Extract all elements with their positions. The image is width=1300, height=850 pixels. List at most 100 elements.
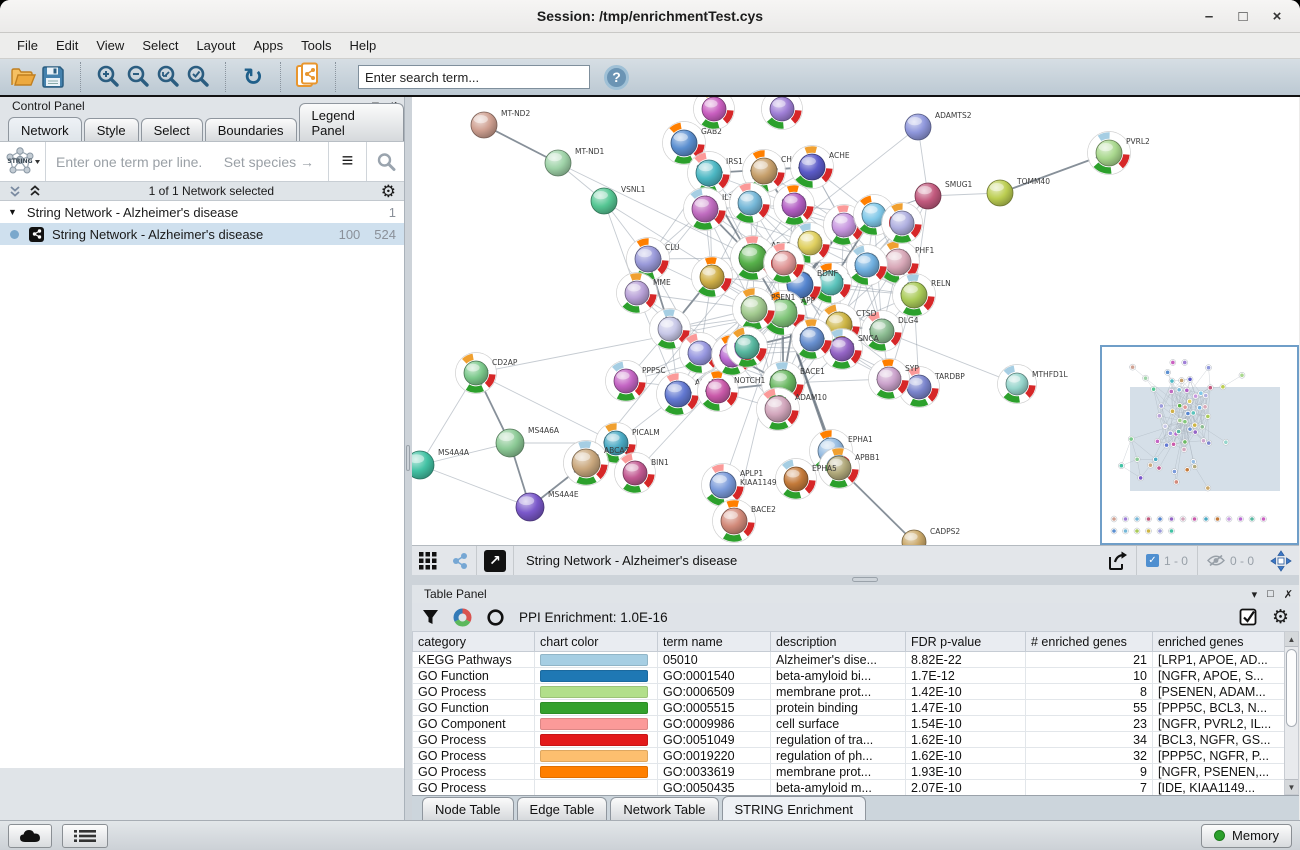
network-node-notch1[interactable]: NOTCH1: [697, 370, 766, 412]
string-options-button[interactable]: ≡: [328, 142, 366, 181]
network-node-cadps2[interactable]: CADPS2: [901, 527, 960, 545]
network-node-adam10[interactable]: ADAM10: [756, 387, 828, 431]
close-button[interactable]: ×: [1272, 8, 1282, 25]
network-node-unlabeled[interactable]: [881, 202, 923, 244]
tab-boundaries[interactable]: Boundaries: [204, 118, 297, 141]
column-header-description[interactable]: description: [770, 631, 906, 652]
filter-icon[interactable]: [422, 609, 439, 626]
network-share-icon[interactable]: [293, 62, 323, 91]
network-node-mthfd1l[interactable]: MTHFD1L: [997, 364, 1069, 404]
tab-select[interactable]: Select: [140, 118, 203, 141]
network-node-gfap[interactable]: GFAP: [810, 262, 867, 304]
column-header-fdr-p-value[interactable]: FDR p-value: [905, 631, 1026, 652]
vertical-splitter[interactable]: [405, 97, 412, 820]
expand-all-icon[interactable]: [28, 184, 42, 198]
network-node-bin1[interactable]: BIN1: [614, 452, 669, 494]
network-node-clu[interactable]: CLU: [626, 237, 680, 281]
network-node-unlabeled[interactable]: [726, 326, 768, 368]
open-session-icon[interactable]: [8, 63, 38, 91]
tree-expand-icon[interactable]: ▼: [8, 207, 17, 217]
tab-network[interactable]: Network: [8, 117, 82, 141]
network-node-unlabeled[interactable]: [729, 182, 771, 224]
export-network-icon[interactable]: [1100, 546, 1136, 576]
network-node-apbb1[interactable]: APBB1: [818, 447, 880, 489]
network-node-ms4a4e[interactable]: MS4A4E: [515, 490, 579, 522]
table-tab-string-enrichment[interactable]: STRING Enrichment: [721, 796, 866, 820]
network-gear-icon[interactable]: ⚙: [380, 181, 396, 201]
network-node-ms4a4a[interactable]: MS4A4A: [412, 448, 470, 480]
network-node-reln[interactable]: RELN: [892, 273, 951, 317]
column-header--enriched-genes[interactable]: # enriched genes: [1025, 631, 1153, 652]
network-node-mt-nd2[interactable]: MT-ND2: [470, 109, 530, 139]
table-tab-network-table[interactable]: Network Table: [610, 797, 719, 820]
menu-select[interactable]: Select: [142, 38, 179, 53]
table-row[interactable]: GO Process GO:0019220 regulation of ph... 1…: [412, 747, 1285, 764]
network-node-unlabeled[interactable]: [791, 318, 833, 360]
network-node-ache[interactable]: ACHE: [790, 145, 850, 189]
network-node-syp[interactable]: SYP: [868, 358, 920, 400]
cloud-tasks-button[interactable]: [8, 823, 52, 848]
species-hint[interactable]: Set species →: [223, 153, 314, 170]
collapse-all-icon[interactable]: [8, 184, 22, 198]
table-row[interactable]: GO Component GO:0009986 cell surface 1.54E-…: [412, 715, 1285, 732]
network-node-unlabeled[interactable]: [789, 222, 831, 264]
network-node-tardbp[interactable]: TARDBP: [898, 366, 966, 408]
table-row[interactable]: GO Process GO:0006509 membrane prot... 1.42…: [412, 683, 1285, 700]
zoom-selected-icon[interactable]: [183, 63, 213, 91]
select-all-check-icon[interactable]: [1239, 608, 1258, 627]
network-node-irs1[interactable]: IRS1: [687, 151, 744, 195]
network-node-gab2[interactable]: GAB2: [662, 121, 723, 165]
column-header-chart-color[interactable]: chart color: [534, 631, 658, 652]
network-node-cd2ap[interactable]: CD2AP: [455, 352, 518, 394]
scrollbar-thumb[interactable]: [1286, 649, 1297, 727]
network-node-unlabeled[interactable]: [649, 308, 691, 350]
network-node-abca7[interactable]: ABCA7: [563, 440, 630, 486]
network-node-dlg4[interactable]: DLG4: [861, 310, 919, 352]
horizontal-splitter[interactable]: [412, 575, 1299, 585]
network-node-ms4a6a[interactable]: MS4A6A: [495, 426, 560, 458]
column-header-term-name[interactable]: term name: [657, 631, 771, 652]
network-node-il1b[interactable]: IL1B: [683, 187, 739, 231]
network-node-ppp5c[interactable]: PPP5C: [605, 360, 666, 402]
table-tab-node-table[interactable]: Node Table: [422, 797, 514, 820]
help-icon[interactable]: ?: [604, 64, 629, 90]
table-panel-close-icon[interactable]: ✗: [1283, 588, 1293, 601]
table-gear-icon[interactable]: ⚙: [1271, 606, 1289, 628]
network-node-psen1[interactable]: PSEN1: [732, 287, 796, 331]
table-panel-float-icon[interactable]: □: [1267, 588, 1274, 600]
tab-legend-panel[interactable]: Legend Panel: [298, 103, 404, 141]
menu-layout[interactable]: Layout: [196, 38, 236, 53]
save-session-icon[interactable]: [38, 63, 68, 91]
network-node-unlabeled[interactable]: [691, 256, 733, 298]
network-node-pvrl2[interactable]: PVRL2: [1087, 131, 1151, 175]
tab-style[interactable]: Style: [83, 118, 139, 141]
birdseye-navigator[interactable]: [1100, 345, 1299, 545]
network-node-epha5[interactable]: EPHA5: [775, 458, 838, 500]
string-logo-icon[interactable]: STRING: [0, 142, 46, 181]
menu-edit[interactable]: Edit: [55, 38, 79, 53]
table-tab-edge-table[interactable]: Edge Table: [516, 797, 608, 820]
zoom-in-icon[interactable]: [93, 63, 123, 91]
network-node-mt-nd1[interactable]: MT-ND1: [544, 147, 604, 177]
donut-chart-icon[interactable]: [453, 608, 472, 627]
network-node-vsnl1[interactable]: VSNL1: [590, 185, 646, 215]
network-node-bace2[interactable]: BACE2: [712, 499, 777, 543]
menu-view[interactable]: View: [96, 38, 125, 53]
network-node-mme[interactable]: MME: [616, 272, 671, 314]
tree-row[interactable]: ▼ String Network - Alzheimer's disease 1: [0, 201, 404, 223]
scroll-down-arrow[interactable]: ▼: [1285, 779, 1298, 794]
string-query-input[interactable]: Enter one term per line.: [56, 153, 203, 170]
network-node-unlabeled[interactable]: [773, 184, 815, 226]
menu-file[interactable]: File: [17, 38, 38, 53]
table-row[interactable]: GO Process GO:0051049 regulation of tra...…: [412, 731, 1285, 748]
table-scrollbar[interactable]: ▲ ▼: [1284, 631, 1299, 795]
network-node-adamts2[interactable]: ADAMTS2: [904, 111, 972, 141]
table-row[interactable]: GO Function GO:0001540 beta-amyloid bi... 1…: [412, 667, 1285, 684]
task-list-button[interactable]: [62, 823, 108, 848]
memory-button[interactable]: Memory: [1201, 823, 1292, 848]
menu-apps[interactable]: Apps: [253, 38, 284, 53]
string-search-button[interactable]: [366, 142, 404, 181]
tree-row[interactable]: String Network - Alzheimer's disease 100 5…: [0, 223, 404, 245]
network-node-smug1[interactable]: SMUG1: [914, 180, 973, 210]
ring-chart-icon[interactable]: [486, 608, 505, 627]
